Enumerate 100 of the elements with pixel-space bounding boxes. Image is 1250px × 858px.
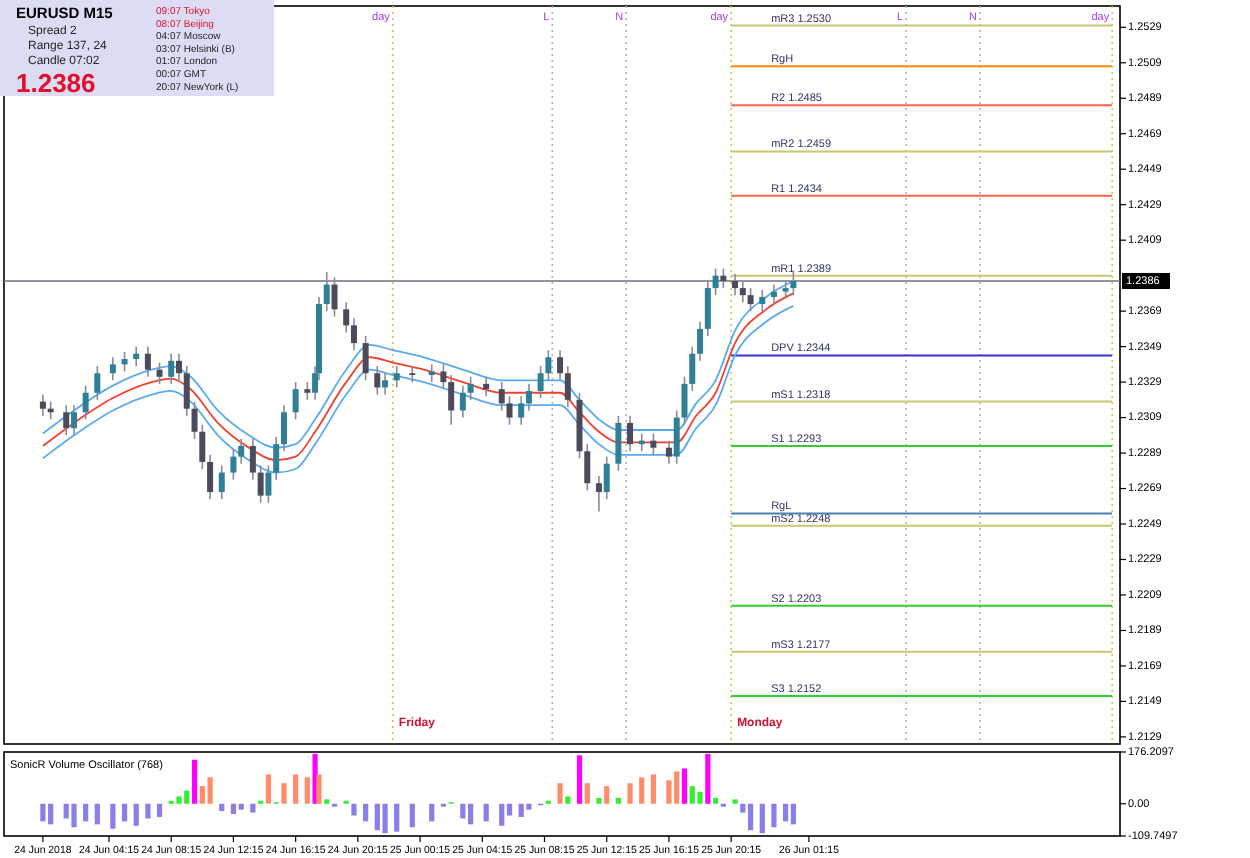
candlestick <box>506 395 513 426</box>
bar <box>460 803 466 819</box>
bar <box>94 803 100 825</box>
candlestick <box>121 351 128 373</box>
bar <box>250 803 256 813</box>
candlestick <box>249 438 256 481</box>
candlestick <box>257 464 264 504</box>
bar <box>238 803 244 810</box>
bar <box>615 797 621 804</box>
candlestick <box>720 267 727 289</box>
candlestick <box>144 345 151 378</box>
bar <box>133 803 139 826</box>
candlestick <box>545 349 552 382</box>
bar <box>191 759 198 804</box>
bar <box>596 797 602 804</box>
candlestick <box>280 404 287 453</box>
bar <box>681 768 688 804</box>
candlestick <box>518 395 525 426</box>
bar <box>184 790 190 804</box>
bar <box>782 803 789 822</box>
candlestick <box>747 287 754 312</box>
bar <box>790 803 796 825</box>
candlestick <box>362 335 369 382</box>
candlestick <box>448 374 455 426</box>
bar <box>468 803 474 825</box>
bar <box>121 803 128 822</box>
candlestick <box>382 372 389 396</box>
candlestick <box>615 415 622 472</box>
candlestick <box>665 439 672 465</box>
candlestick <box>584 443 591 492</box>
candlestick <box>459 384 466 419</box>
bar <box>312 753 318 804</box>
bar <box>110 803 116 829</box>
bar <box>394 803 400 832</box>
candlestick <box>483 375 490 398</box>
candlestick <box>770 283 777 305</box>
bar <box>499 803 505 826</box>
bar <box>557 783 563 804</box>
bar <box>293 774 299 804</box>
candlestick <box>697 320 704 362</box>
bar <box>304 777 310 804</box>
bar <box>429 803 435 822</box>
bar <box>759 803 765 834</box>
bar <box>207 777 213 804</box>
bar <box>156 803 163 817</box>
candlestick <box>133 345 140 367</box>
bar <box>351 803 357 816</box>
bar <box>230 803 237 815</box>
candlestick <box>199 423 206 470</box>
bar <box>697 792 703 804</box>
bar <box>374 803 380 831</box>
candlestick <box>265 464 272 504</box>
candlestick <box>343 301 350 334</box>
bar <box>176 796 182 804</box>
candlestick <box>790 269 797 296</box>
candlestick <box>230 448 237 481</box>
candlestick <box>393 365 400 389</box>
bar <box>689 786 695 804</box>
candlestick <box>175 352 182 382</box>
bar <box>265 774 272 804</box>
candlestick <box>191 400 198 440</box>
candlestick <box>168 352 175 385</box>
candlestick <box>409 365 416 383</box>
bar <box>705 753 711 804</box>
bar <box>747 803 754 831</box>
candlestick <box>650 432 657 456</box>
candlestick <box>331 276 338 318</box>
candlestick <box>323 271 330 312</box>
bar <box>650 774 656 804</box>
candlestick <box>525 383 532 412</box>
bar <box>63 803 69 819</box>
candlestick <box>627 415 634 453</box>
bar <box>40 803 46 822</box>
bar <box>713 797 719 804</box>
bar <box>219 803 225 812</box>
candlestick <box>218 464 225 500</box>
bar <box>771 803 777 828</box>
candlestick <box>39 393 46 417</box>
bar <box>604 786 610 804</box>
candlestick <box>467 375 474 401</box>
bar <box>483 803 489 822</box>
bar <box>316 774 322 804</box>
candlestick <box>63 404 70 437</box>
candlestick <box>595 475 602 513</box>
bar <box>526 803 532 810</box>
bar <box>627 783 633 804</box>
bar <box>83 803 89 822</box>
candlestick <box>689 345 696 392</box>
candlestick <box>70 404 77 437</box>
candlestick <box>537 365 544 399</box>
bar <box>409 803 415 828</box>
candlestick <box>207 454 214 500</box>
candlestick <box>704 280 711 337</box>
annotation: 1.2386 <box>16 68 96 98</box>
candlestick <box>156 361 163 385</box>
candlestick <box>183 365 190 417</box>
bar <box>674 771 680 804</box>
bar <box>576 755 583 804</box>
candlestick <box>564 365 571 408</box>
candlestick <box>273 436 280 481</box>
